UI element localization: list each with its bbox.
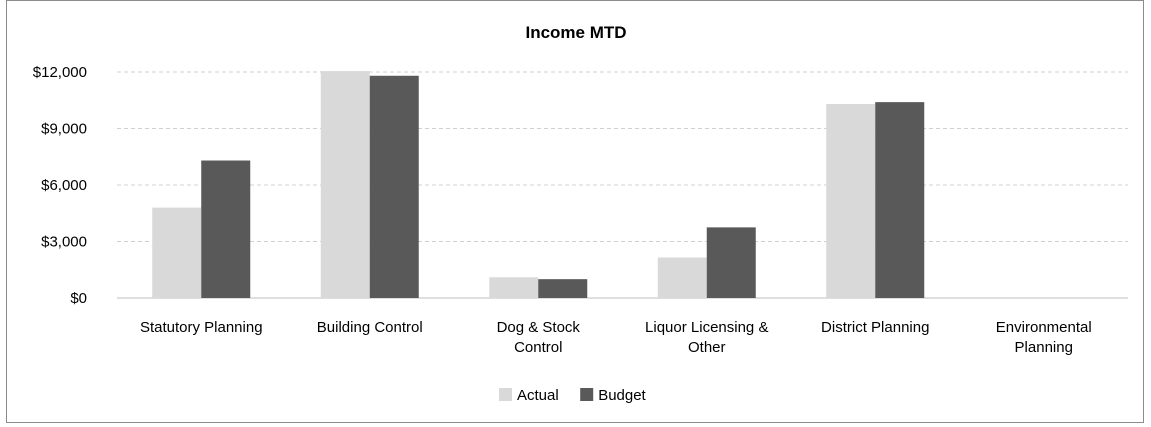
x-axis-category-labels: Statutory Planning Building Control Dog & …: [140, 319, 1092, 356]
y-tick-label: $6,000: [41, 177, 87, 194]
x-category-label: Statutory Planning: [140, 319, 263, 336]
y-tick-label: $3,000: [41, 234, 87, 251]
bar-actual-2: [489, 277, 539, 298]
bar-budget-1: [369, 75, 419, 299]
x-category-label: Environmental: [996, 319, 1092, 336]
bar-budget-3: [706, 227, 756, 298]
bar-budget-4: [875, 102, 925, 298]
x-category-label: Dog & Stock: [497, 319, 581, 336]
legend: Actual Budget: [499, 387, 647, 404]
y-tick-label: $0: [70, 290, 87, 307]
x-category-label: District Planning: [821, 319, 929, 336]
y-tick-label: $9,000: [41, 121, 87, 138]
legend-swatch-budget: [580, 388, 594, 401]
x-category-label: Building Control: [317, 319, 423, 336]
legend-label-budget: Budget: [598, 387, 646, 404]
bar-actual-0: [152, 207, 202, 298]
legend-swatch-actual: [499, 388, 512, 401]
x-category-label: Planning: [1015, 339, 1073, 356]
bar-actual-3: [657, 257, 707, 298]
x-category-label: Other: [688, 339, 726, 356]
chart-title: Income MTD: [525, 23, 626, 42]
x-category-label: Liquor Licensing &: [645, 319, 768, 336]
bar-actual-4: [826, 104, 876, 299]
gridlines: [117, 71, 1128, 299]
bars: [152, 71, 925, 299]
bar-budget-0: [201, 160, 251, 298]
bar-budget-2: [538, 279, 588, 298]
y-axis-ticks: $0 $3,000 $6,000 $9,000 $12,000: [33, 64, 87, 307]
x-category-label: Control: [514, 339, 562, 356]
y-tick-label: $12,000: [33, 64, 87, 81]
bar-actual-1: [320, 71, 370, 298]
legend-label-actual: Actual: [517, 387, 559, 404]
